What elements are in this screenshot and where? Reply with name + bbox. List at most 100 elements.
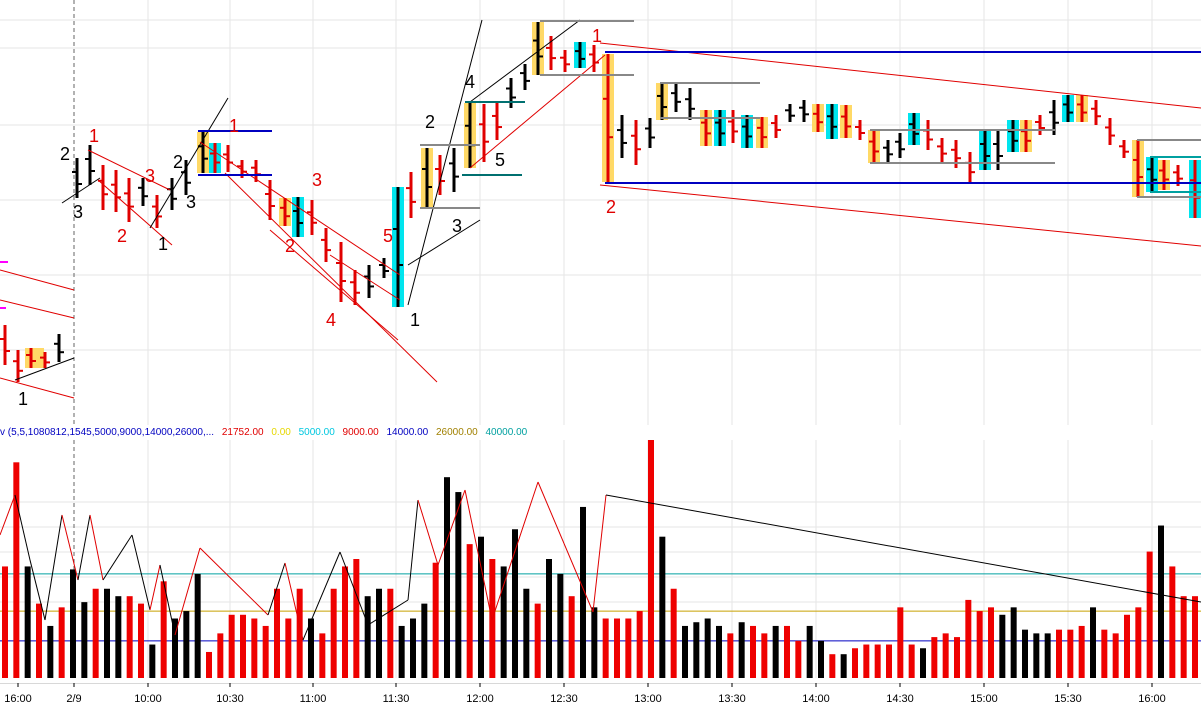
wave-label: 2 xyxy=(60,144,70,164)
volume-zigzag-segment xyxy=(61,514,79,581)
ohlc-bar xyxy=(54,334,64,362)
trend-line xyxy=(269,229,399,341)
volume-bar xyxy=(296,588,303,678)
ohlc-bar xyxy=(520,64,530,90)
ohlc-bar xyxy=(533,22,543,75)
volume-bar xyxy=(976,611,983,678)
time-tick-label: 11:00 xyxy=(300,693,327,705)
volume-bar xyxy=(1158,525,1164,678)
volume-bar xyxy=(319,633,326,678)
indicator-value-3: 9000.00 xyxy=(342,427,379,438)
volume-bar xyxy=(330,588,337,678)
volume-bar xyxy=(398,625,405,678)
ohlc-bar xyxy=(1105,118,1115,145)
trend-line xyxy=(224,172,438,383)
volume-bar xyxy=(1067,629,1074,678)
ohlc-bar xyxy=(506,78,516,108)
volume-bar xyxy=(852,648,858,678)
indicator-value-0: 21752.00 xyxy=(221,427,264,438)
time-tick-label: 14:30 xyxy=(886,693,914,705)
wave-label: 5 xyxy=(495,150,505,170)
volume-bar xyxy=(432,562,439,678)
ohlc-bar xyxy=(813,104,823,132)
volume-bar xyxy=(376,588,382,678)
time-tick-label: 10:00 xyxy=(134,693,162,705)
volume-bar xyxy=(206,651,212,678)
volume-zigzag-segment xyxy=(159,564,176,636)
trend-line xyxy=(97,179,173,246)
ohlc-bar xyxy=(937,138,947,162)
trend-line xyxy=(407,219,481,266)
volume-bar xyxy=(806,625,813,678)
ohlc-bar xyxy=(379,258,389,278)
volume-bar xyxy=(693,622,700,678)
ohlc-bar xyxy=(350,270,360,305)
volume-bar xyxy=(512,529,518,678)
volume-bar xyxy=(954,637,960,678)
time-tick-label: 15:00 xyxy=(970,693,998,705)
ohlc-bar xyxy=(449,148,459,192)
volume-zigzag-segment xyxy=(29,559,46,621)
ohlc-bar xyxy=(479,104,489,162)
ohlc-bar xyxy=(422,148,432,208)
volume-bar xyxy=(534,603,541,678)
volume-bar xyxy=(614,618,620,678)
volume-bar xyxy=(750,625,756,678)
volume-bar xyxy=(410,618,416,678)
ohlc-bar xyxy=(841,105,851,138)
volume-zigzag-segment xyxy=(284,562,304,641)
ohlc-bar xyxy=(111,170,121,212)
volume-bar xyxy=(183,611,190,678)
volume-bar xyxy=(138,603,144,678)
trend-line xyxy=(61,177,101,204)
volume-zigzag-segment xyxy=(491,481,539,621)
time-tick-label: 12:00 xyxy=(466,693,494,705)
trend-line xyxy=(329,254,401,301)
volume-bar xyxy=(455,492,462,678)
volume-bar xyxy=(795,640,802,678)
volume-zigzag-segment xyxy=(464,489,493,621)
volume-bar xyxy=(149,644,156,678)
volume-bar xyxy=(285,618,292,678)
volume-bar xyxy=(886,644,892,678)
volume-bar xyxy=(126,596,133,678)
wave-label: 3 xyxy=(312,170,322,190)
ohlc-bar xyxy=(575,42,585,68)
ohlc-bar xyxy=(728,110,738,143)
volume-zigzag-segment xyxy=(77,514,91,581)
volume-bar xyxy=(274,588,280,678)
volume-bar xyxy=(364,596,371,678)
volume-bar xyxy=(1124,614,1130,678)
ohlc-bar xyxy=(393,187,403,307)
ohlc-bar xyxy=(265,180,275,220)
volume-bar xyxy=(217,633,224,678)
wave-label: 3 xyxy=(145,166,155,186)
volume-bar xyxy=(353,559,360,678)
volume-bar xyxy=(727,633,734,678)
volume-bar xyxy=(1112,633,1119,678)
volume-zigzag-segment xyxy=(437,489,466,566)
time-tick-label: 16:00 xyxy=(4,693,32,705)
volume-bar xyxy=(546,559,552,678)
volume-bar xyxy=(194,573,201,678)
ohlc-bar xyxy=(965,152,975,183)
volume-zigzag-segment xyxy=(367,599,409,626)
time-tick-label: 10:30 xyxy=(216,693,244,705)
volume-bar xyxy=(863,644,870,678)
trend-line xyxy=(0,377,75,399)
volume-zigzag-segment xyxy=(0,494,16,536)
time-tick-label: 16:00 xyxy=(1138,693,1166,705)
volume-bar xyxy=(580,506,586,678)
volume-bar xyxy=(2,566,8,678)
time-tick-label: 14:00 xyxy=(802,693,830,705)
trend-line xyxy=(14,357,75,381)
volume-bar xyxy=(648,440,654,678)
volume-bar xyxy=(965,599,972,678)
ohlc-bar xyxy=(1035,115,1045,135)
volume-bar xyxy=(636,611,643,678)
ohlc-bar xyxy=(685,88,695,120)
time-tick-label: 11:30 xyxy=(383,693,410,705)
ohlc-bar xyxy=(1147,157,1157,192)
volume-bar xyxy=(1192,596,1198,678)
volume-bar xyxy=(240,614,246,678)
